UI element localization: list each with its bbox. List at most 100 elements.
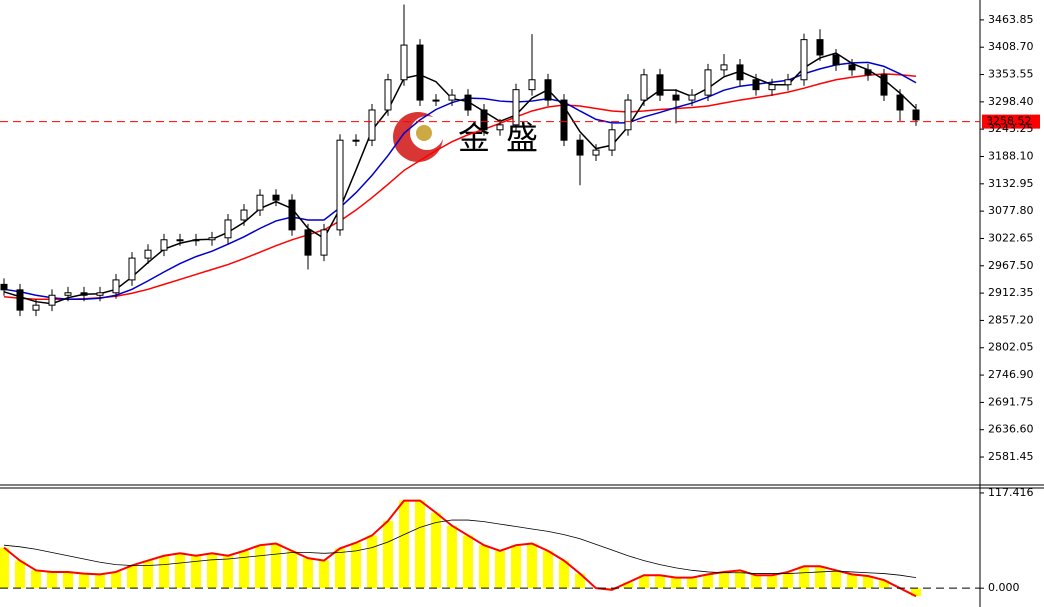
histogram-bar (543, 550, 553, 589)
watermark-logo (393, 112, 444, 162)
candle-body (608, 129, 616, 151)
candle-body (112, 279, 120, 294)
signal-line (3, 519, 917, 579)
candle-body (416, 44, 424, 101)
histogram-bar (303, 558, 313, 589)
histogram-bar (735, 570, 745, 589)
y-tick-label: 2967.50 (988, 259, 1034, 272)
ma-line (3, 61, 917, 300)
histogram-bar (639, 575, 649, 589)
candle-body (864, 69, 872, 76)
histogram-bar (751, 575, 761, 589)
histogram-bar (335, 548, 345, 589)
histogram-bar (95, 574, 105, 589)
histogram-bar (783, 571, 793, 589)
candle-body (576, 139, 584, 156)
histogram-bar (47, 571, 57, 589)
histogram-outline (3, 499, 917, 598)
candle-body (64, 292, 72, 296)
histogram-bar (687, 577, 697, 589)
histogram-bar (0, 547, 9, 589)
histogram-bar (351, 542, 361, 589)
y-tick-label: 2802.05 (988, 341, 1034, 354)
candle-body (32, 304, 40, 311)
histogram-bar (495, 550, 505, 589)
y-tick-label: 3243.25 (988, 122, 1034, 135)
histogram-bar (831, 570, 841, 589)
candle-body (352, 139, 360, 142)
candle-body (656, 74, 664, 96)
candle-body (496, 124, 504, 131)
candle-body (320, 229, 328, 256)
histogram-bar (175, 553, 185, 589)
histogram-bar (479, 545, 489, 589)
candle-body (400, 44, 408, 81)
histogram-bar (79, 573, 89, 589)
histogram-bar (527, 543, 537, 589)
histogram-bar (383, 520, 393, 589)
current-price-box (982, 114, 1040, 129)
candle-body (544, 79, 552, 101)
histogram-bar (111, 571, 121, 589)
candle-body (80, 292, 88, 296)
y-tick-label: 3298.40 (988, 95, 1034, 108)
y-tick-label: 3077.80 (988, 204, 1034, 217)
histogram-bar (271, 543, 281, 589)
y-tick-label: 0.000 (988, 581, 1020, 594)
histogram-bar (31, 570, 41, 589)
histogram-bar (799, 566, 809, 589)
histogram-bar (415, 500, 425, 589)
histogram-bar (319, 560, 329, 589)
y-tick-label: 3022.65 (988, 231, 1034, 244)
candle-body (176, 239, 184, 242)
y-tick-label: 2581.45 (988, 450, 1034, 463)
candle-body (48, 294, 56, 306)
y-tick-label: 2912.35 (988, 286, 1034, 299)
histogram-bar (367, 535, 377, 589)
candle-body (224, 219, 232, 239)
candle-body (672, 94, 680, 101)
histogram-bar (863, 576, 873, 589)
y-tick-label: 3188.10 (988, 149, 1034, 162)
candle-body (128, 257, 136, 281)
candle-body (768, 84, 776, 91)
candle-body (192, 239, 200, 242)
candle-body (0, 283, 8, 291)
histogram-bar (575, 573, 585, 589)
ma-line (3, 73, 917, 300)
candle-body (640, 74, 648, 101)
histogram-bar (239, 550, 249, 589)
y-tick-label: 2857.20 (988, 313, 1034, 326)
y-tick-label: 2746.90 (988, 368, 1034, 381)
candle-body (384, 79, 392, 111)
histogram-bar (511, 545, 521, 589)
y-tick-label: 2691.75 (988, 395, 1034, 408)
ma-line (3, 52, 917, 305)
histogram-bar (911, 588, 921, 597)
histogram-bar (287, 550, 297, 589)
candle-body (880, 74, 888, 96)
candle-body (304, 229, 312, 256)
candle-body (480, 109, 488, 131)
candle-body (144, 249, 152, 259)
candle-body (16, 289, 24, 311)
candle-body (592, 149, 600, 156)
candle-body (800, 39, 808, 81)
histogram-bar (447, 525, 457, 589)
histogram-bar (847, 574, 857, 589)
candle-body (512, 89, 520, 126)
candle-body (256, 194, 264, 211)
candle-body (272, 194, 280, 201)
histogram-bar (879, 580, 889, 589)
histogram-bar (63, 571, 73, 589)
candle-body (96, 292, 104, 296)
y-tick-label: 3132.95 (988, 177, 1034, 190)
histogram-bar (431, 512, 441, 589)
candle-body (688, 94, 696, 101)
candle-body (912, 109, 920, 121)
y-tick-label: 117.416 (988, 486, 1034, 499)
candle-body (736, 64, 744, 81)
histogram-bar (623, 582, 633, 589)
candle-body (160, 239, 168, 251)
